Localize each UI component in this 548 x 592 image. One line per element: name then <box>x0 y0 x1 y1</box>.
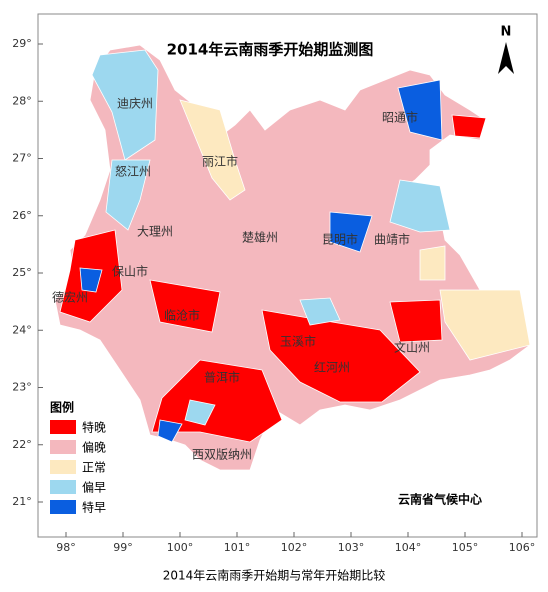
y-tick-label: 21° <box>12 495 32 508</box>
place-label: 普洱市 <box>204 370 240 385</box>
region <box>79 267 103 293</box>
region <box>91 49 159 161</box>
place-label: 丽江市 <box>202 154 238 169</box>
y-tick-label: 22° <box>12 438 32 451</box>
legend-label: 偏晚 <box>82 440 106 455</box>
x-tick-label: 99° <box>113 541 133 554</box>
region <box>151 359 283 443</box>
place-label: 德宏州 <box>52 290 88 305</box>
region <box>299 297 341 326</box>
place-label: 楚雄州 <box>242 230 278 245</box>
y-tick-label: 23° <box>12 381 32 394</box>
region <box>439 289 531 361</box>
x-tick-label: 104° <box>395 541 422 554</box>
region <box>105 159 151 231</box>
region <box>179 99 246 201</box>
place-label: 红河州 <box>314 360 350 375</box>
regions <box>54 44 531 471</box>
credit: 云南省气候中心 <box>398 492 482 507</box>
x-tick-label: 105° <box>452 541 479 554</box>
place-label: 迪庆州 <box>117 97 153 111</box>
legend-label: 特晚 <box>82 420 106 435</box>
legend-label: 偏早 <box>82 480 106 495</box>
place-label: 曲靖市 <box>374 232 410 247</box>
x-tick-label: 106° <box>509 541 536 554</box>
legend-swatch <box>50 460 76 474</box>
legend-swatch <box>50 500 76 514</box>
legend-label: 特早 <box>82 500 106 515</box>
y-tick-label: 27° <box>12 152 32 165</box>
region <box>157 419 183 443</box>
map-title: 2014年云南雨季开始期监测图 <box>167 41 374 59</box>
y-tick-label: 26° <box>12 209 32 222</box>
place-label: 保山市 <box>112 264 148 279</box>
caption: 2014年云南雨季开始期与常年开始期比较 <box>163 568 386 583</box>
y-tick-label: 25° <box>12 266 32 279</box>
north-label: N <box>501 25 512 40</box>
region <box>184 399 216 426</box>
region <box>451 114 487 139</box>
north-arrow-shape <box>498 42 514 74</box>
legend-label: 正常 <box>82 461 106 475</box>
place-label: 怒江州 <box>115 164 151 179</box>
region <box>389 179 451 233</box>
region <box>329 211 373 253</box>
legend-swatch <box>50 480 76 494</box>
region <box>389 299 443 343</box>
legend-box <box>44 398 108 514</box>
y-tick-label: 24° <box>12 323 32 336</box>
place-label: 文山州 <box>394 340 430 355</box>
north-arrow: N <box>498 25 514 74</box>
axes: 98° 99° 100° 101° 102° 103° 104° 105° 106° 21° 22°… <box>12 37 535 554</box>
y-tick-label: 29° <box>12 37 32 50</box>
place-label: 西双版纳州 <box>192 448 252 462</box>
x-tick-label: 98° <box>56 541 76 554</box>
region <box>419 245 446 281</box>
x-tick-label: 102° <box>281 541 308 554</box>
legend-title: 图例 <box>50 400 74 415</box>
place-label: 临沧市 <box>164 308 200 323</box>
x-tick-label: 100° <box>167 541 194 554</box>
x-tick-label: 103° <box>338 541 365 554</box>
place-labels: 迪庆州 怒江州 丽江市 大理州 保山市 德宏州 临沧市 楚雄州 昆明市 曲靖市 … <box>52 97 430 462</box>
region <box>149 279 221 333</box>
region <box>261 309 421 403</box>
region <box>397 79 443 141</box>
legend-swatch <box>50 420 76 434</box>
place-label: 昭通市 <box>382 110 418 125</box>
x-tick-label: 101° <box>224 541 251 554</box>
legend-swatch <box>50 440 76 454</box>
y-tick-label: 28° <box>12 94 32 107</box>
place-label: 大理州 <box>137 225 173 239</box>
place-label: 玉溪市 <box>280 334 316 349</box>
place-label: 昆明市 <box>322 232 358 247</box>
